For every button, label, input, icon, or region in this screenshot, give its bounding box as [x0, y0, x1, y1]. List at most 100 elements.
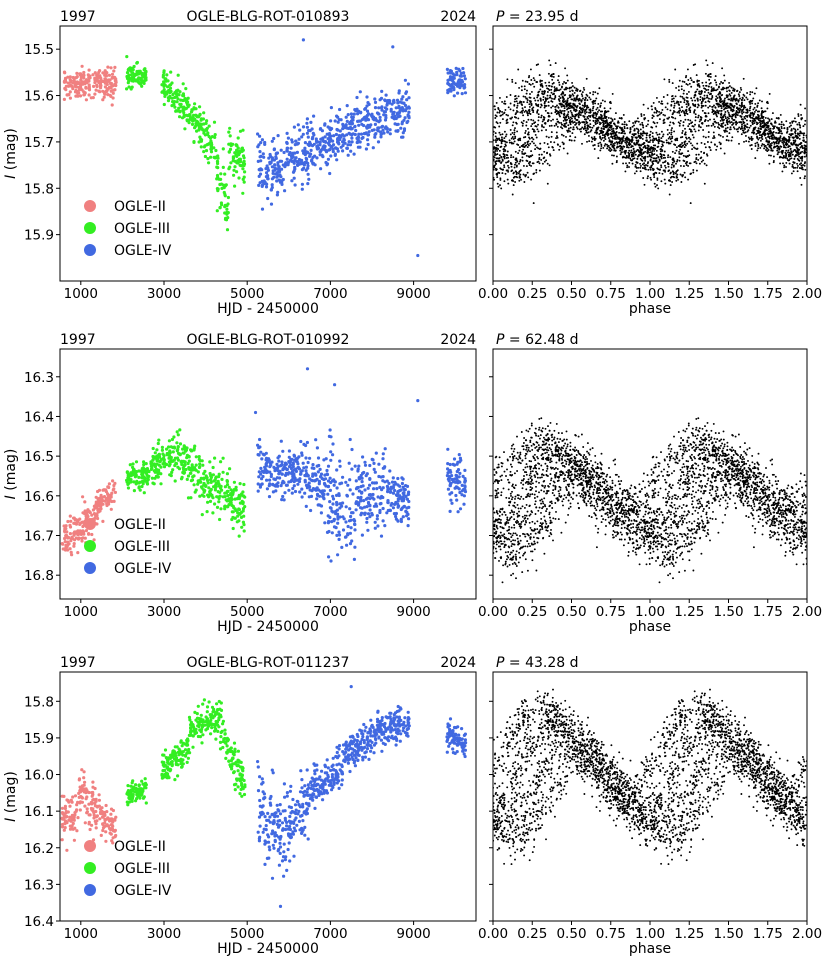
phase-point [671, 137, 674, 140]
phase-point [706, 141, 709, 143]
phase-point [612, 142, 615, 145]
phase-point [788, 159, 791, 162]
phase-point [680, 85, 683, 88]
phase-point [556, 118, 559, 121]
phase-point [753, 92, 756, 95]
data-point [114, 83, 118, 87]
phase-point [507, 106, 510, 109]
data-point [213, 133, 217, 137]
phase-point [710, 93, 712, 95]
data-point [293, 183, 297, 187]
phase-point [515, 164, 518, 167]
phase-point [668, 169, 671, 172]
phase-point [650, 178, 653, 181]
phase-point [585, 111, 588, 114]
outlier-point [391, 45, 395, 49]
phase-point [672, 164, 675, 167]
phase-point [558, 89, 561, 92]
phase-point [744, 134, 747, 137]
phase-point [732, 87, 735, 90]
data-point [85, 81, 89, 85]
phase-point [772, 155, 775, 158]
phase-point [646, 164, 649, 167]
phase-point [731, 123, 734, 126]
phase-point [803, 151, 806, 154]
phase-point [529, 83, 532, 86]
phase-point [803, 123, 806, 126]
phase-point [698, 79, 700, 82]
phase-point [558, 114, 561, 116]
phase-point [610, 117, 612, 120]
data-point [95, 73, 99, 77]
phase-point [746, 130, 749, 133]
phase-point [714, 98, 717, 101]
phase-point [703, 94, 706, 97]
phase-point [754, 142, 757, 145]
phase-point [740, 110, 743, 113]
data-point [407, 106, 411, 110]
phase-point [654, 148, 657, 151]
data-point [125, 87, 129, 91]
phase-point [494, 152, 497, 155]
phase-point [578, 123, 581, 126]
phase-point [798, 167, 801, 169]
phase-point [797, 159, 800, 162]
phase-point [756, 135, 758, 138]
phase-point [626, 141, 629, 143]
data-point [458, 86, 462, 90]
phase-point [568, 86, 571, 89]
ph-xlabel: phase [629, 301, 671, 317]
phase-point [607, 132, 610, 135]
phase-point [795, 150, 798, 153]
data-point [182, 111, 186, 115]
phase-point [723, 108, 725, 111]
phase-point [783, 144, 785, 147]
data-point [354, 128, 358, 133]
phase-point [510, 154, 513, 157]
phase-point [765, 139, 768, 142]
phase-point [715, 148, 718, 151]
phase-point [589, 109, 592, 112]
phase-point [718, 123, 720, 126]
phase-point [725, 86, 728, 89]
phase-point [626, 136, 628, 139]
phase-point [642, 157, 645, 160]
phase-point [528, 105, 531, 108]
data-point [300, 168, 304, 172]
phase-point [633, 129, 636, 132]
phase-point [541, 125, 544, 128]
phase-point [524, 80, 527, 83]
data-point [384, 93, 388, 97]
data-point [396, 122, 400, 126]
phase-point [521, 159, 524, 162]
phase-point [714, 75, 717, 78]
phase-point [766, 150, 769, 153]
phase-point [633, 150, 636, 153]
data-point [292, 176, 296, 180]
phase-point [513, 104, 516, 107]
data-point [68, 514, 72, 518]
data-point [309, 120, 313, 124]
phase-point [683, 143, 686, 146]
phase-point [777, 151, 780, 154]
phase-point [668, 193, 671, 196]
data-point [70, 553, 74, 557]
phase-point [560, 126, 562, 129]
data-point [189, 110, 194, 114]
phase-point [706, 75, 709, 77]
phase-point [659, 150, 662, 153]
phase-point [599, 113, 602, 116]
phase-point [660, 112, 663, 115]
phase-point [599, 135, 601, 138]
phase-point [507, 156, 510, 159]
data-point [382, 113, 386, 117]
phase-point [565, 86, 568, 89]
phase-point [762, 120, 765, 123]
phase-point [718, 91, 721, 93]
data-point [109, 86, 113, 90]
phase-point [689, 111, 692, 114]
phase-point [796, 166, 799, 169]
data-point [192, 140, 196, 144]
phase-point [555, 131, 558, 134]
data-point [285, 131, 289, 135]
